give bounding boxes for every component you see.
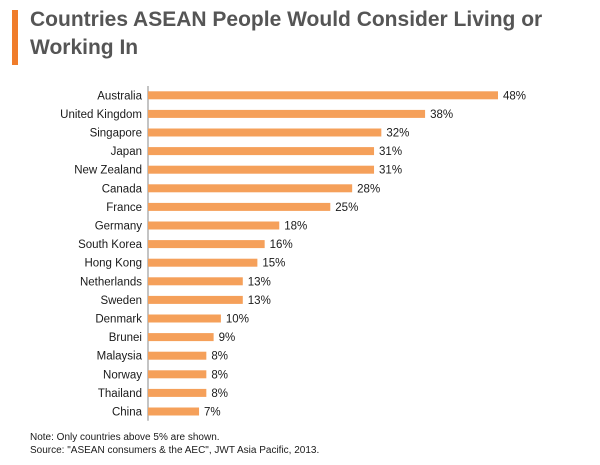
bar [148,351,207,360]
value-label: 18% [284,221,307,233]
category-label: Malaysia [97,351,143,363]
chart-footer: Note: Only countries above 5% are shown.… [30,432,319,457]
bar [148,258,258,267]
bar [148,333,214,342]
value-label: 10% [226,314,249,326]
value-label: 28% [357,183,380,195]
bar [148,109,426,118]
value-label: 15% [262,258,285,270]
category-label: United Kingdom [60,109,142,121]
value-label: 13% [248,276,271,288]
value-label: 48% [503,90,526,102]
footer-note: Note: Only countries above 5% are shown. [30,432,220,443]
bar [148,184,353,193]
category-label: Sweden [100,295,142,307]
footer-source: Source: "ASEAN consumers & the AEC", JWT… [30,444,320,456]
category-label: Singapore [90,128,142,140]
category-label: Australia [97,90,142,102]
bar [148,295,243,304]
bar [148,202,331,211]
category-label: Germany [95,221,143,233]
value-label: 32% [386,128,409,140]
bar [148,277,243,286]
value-label: 8% [211,351,228,363]
chart-title: Countries ASEAN People Would Consider Li… [30,8,543,59]
category-label: China [112,407,143,419]
value-label: 8% [211,388,228,400]
bar [148,388,207,397]
value-label: 31% [379,146,402,158]
value-label: 13% [248,295,271,307]
value-label: 8% [211,369,228,381]
bar [148,370,207,379]
bar [148,128,382,137]
category-label: New Zealand [74,165,142,177]
bar [148,314,221,323]
category-label: Hong Kong [84,258,142,270]
bar [148,407,200,416]
bar [148,147,375,156]
value-label: 7% [204,407,221,419]
category-label: Japan [111,146,142,158]
category-label: South Korea [78,239,143,251]
value-label: 25% [335,202,358,214]
category-label: Canada [102,183,143,195]
category-label: Netherlands [80,276,142,288]
bar [148,221,280,230]
value-label: 38% [430,109,453,121]
category-label: France [106,202,142,214]
title-accent-bar [12,10,18,65]
bar [148,165,375,174]
value-label: 31% [379,165,402,177]
category-label: Thailand [98,388,142,400]
category-label: Brunei [109,332,142,344]
value-label: 16% [270,239,293,251]
bar [148,240,265,249]
bar [148,91,498,100]
value-label: 9% [219,332,236,344]
category-label: Denmark [95,314,142,326]
category-label: Norway [103,369,142,381]
